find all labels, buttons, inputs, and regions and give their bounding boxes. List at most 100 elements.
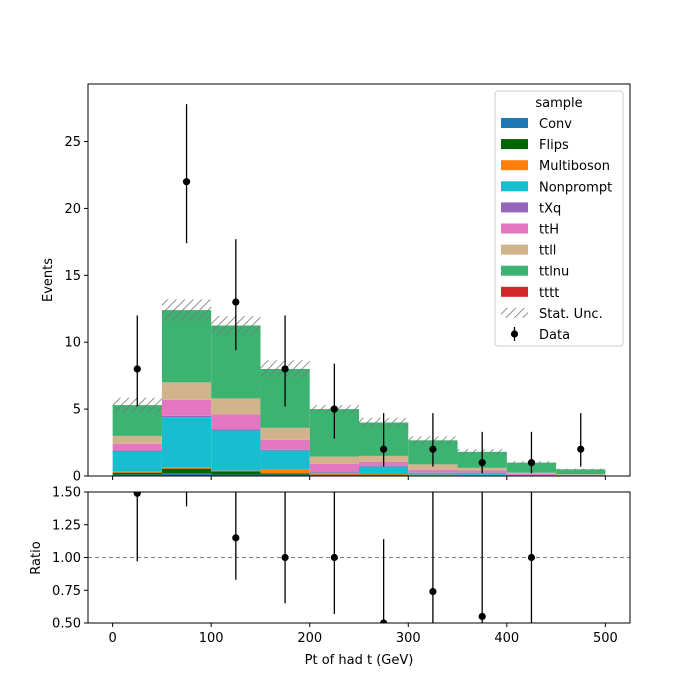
legend-label-ttll: ttll [539, 244, 556, 259]
ratio-plot-area [133, 492, 536, 623]
legend-swatch-ttll [501, 244, 528, 255]
bar-ttll-0 [112, 435, 162, 444]
bar-nonprompt-6 [408, 472, 458, 475]
legend-label-stat-unc: Stat. Unc. [539, 307, 603, 322]
legend-swatch-tth [501, 223, 528, 234]
ratio-point-4 [330, 553, 338, 562]
x-tick-label-0: 0 [108, 631, 116, 646]
bar-flips-1 [161, 468, 212, 474]
bar-flips-2 [211, 471, 261, 475]
bar-ttll-4 [309, 456, 359, 464]
bar-multiboson-0 [112, 471, 162, 473]
ratio-y-axis-label: Ratio [29, 541, 44, 574]
ratio-y-tick-label-4: 1.50 [52, 486, 81, 501]
bar-nonprompt-1 [161, 417, 212, 468]
ratio-axes-frame [87, 491, 631, 624]
data-point-2 [232, 298, 240, 306]
bar-multiboson-3 [260, 469, 310, 474]
ratio-point-6 [429, 587, 437, 596]
main-y-tick-label-5: 5 [73, 403, 81, 418]
bar-txq-4 [309, 471, 359, 473]
legend-swatch-stat-unc [501, 307, 528, 318]
data-point-8 [527, 459, 536, 467]
bar-conv-2 [211, 474, 261, 476]
bar-nonprompt-3 [260, 450, 310, 470]
data-point-1 [182, 178, 191, 186]
bar-txq-3 [260, 449, 310, 451]
legend-data-marker [510, 330, 519, 338]
bar-nonprompt-2 [211, 430, 261, 471]
bar-ttll-3 [260, 427, 310, 440]
main-panel: 0 5 10 15 20 25 Events [41, 83, 631, 485]
ratio-point-0 [133, 492, 141, 497]
legend-swatch-nonprompt [501, 181, 528, 192]
x-tick-label-400: 400 [494, 631, 519, 646]
main-plot-area [112, 104, 606, 476]
legend-title: sample [535, 96, 582, 111]
legend-swatch-txq [501, 202, 528, 213]
data-point-9 [577, 445, 585, 453]
legend-label-tth: ttH [539, 223, 559, 238]
stat-unc-band-9 [556, 468, 606, 470]
ratio-point-5 [380, 619, 388, 623]
bar-multiboson-4 [309, 473, 359, 475]
bar-txq-0 [112, 450, 162, 452]
bar-multiboson-7 [457, 474, 507, 476]
bar-flips-4 [309, 474, 359, 476]
bar-flips-5 [359, 474, 409, 476]
bar-ttlnu-1 [161, 310, 212, 383]
x-axis-label: Pt of had t (GeV) [305, 653, 414, 668]
bar-txq-1 [161, 415, 212, 418]
bar-ttll-9 [556, 474, 606, 475]
main-y-ticks: 0 5 10 15 20 25 [64, 135, 88, 485]
main-y-tick-label-0: 0 [73, 470, 81, 485]
bar-ttlnu-9 [556, 469, 606, 475]
bar-tth-0 [112, 443, 162, 451]
legend-label-data: Data [539, 328, 570, 343]
x-tick-label-500: 500 [593, 631, 618, 646]
bar-tth-9 [556, 474, 606, 476]
ratio-point-2 [232, 534, 240, 542]
bar-multiboson-8 [506, 475, 557, 476]
ratio-y-tick-label-2: 1.00 [52, 551, 81, 566]
legend-label-tttt: tttt [539, 286, 559, 301]
bar-ttll-2 [211, 398, 261, 415]
ratio-point-8 [527, 553, 536, 562]
x-tick-label-200: 200 [297, 631, 322, 646]
legend: sample Conv Flips Multiboson Nonprompt tXq tt… [494, 90, 624, 347]
legend-swatch-flips [501, 139, 528, 150]
main-axes-frame [87, 83, 631, 477]
main-x-ticks [112, 476, 606, 480]
legend-label-nonprompt: Nonprompt [539, 180, 612, 195]
bar-tth-4 [309, 463, 359, 472]
main-y-tick-label-20: 20 [64, 202, 81, 217]
ratio-point-7 [478, 612, 486, 621]
data-point-6 [429, 445, 437, 453]
bar-ttll-8 [506, 472, 557, 474]
ratio-panel: 0.50 0.75 1.00 1.25 1.50 0 100 200 300 400 500 Ra… [29, 486, 631, 668]
legend-label-txq: tXq [539, 201, 561, 216]
main-y-tick-label-25: 25 [64, 135, 81, 150]
ratio-x-ticks: 0 100 200 300 400 500 [108, 623, 618, 646]
bar-multiboson-1 [161, 467, 212, 469]
bar-tth-6 [408, 469, 458, 473]
main-y-axis-label: Events [41, 258, 56, 302]
legend-label-ttlnu: ttlnu [539, 265, 569, 280]
bar-txq-2 [211, 429, 261, 431]
bar-multiboson-2 [211, 470, 261, 472]
bar-conv-3 [260, 474, 310, 476]
data-point-5 [380, 445, 388, 453]
bar-tth-3 [260, 439, 310, 450]
bar-nonprompt-5 [359, 466, 409, 474]
legend-swatch-ttlnu [501, 265, 528, 276]
data-point-7 [478, 459, 486, 467]
legend-label-conv: Conv [539, 117, 572, 132]
main-y-tick-label-15: 15 [64, 269, 81, 284]
bar-tth-2 [211, 414, 261, 430]
bar-flips-3 [260, 473, 310, 475]
bar-nonprompt-0 [112, 451, 162, 472]
ratio-y-tick-label-1: 0.75 [52, 584, 81, 599]
stat-unc-band-1 [161, 299, 212, 321]
x-tick-label-300: 300 [396, 631, 421, 646]
bar-conv-1 [161, 473, 212, 476]
